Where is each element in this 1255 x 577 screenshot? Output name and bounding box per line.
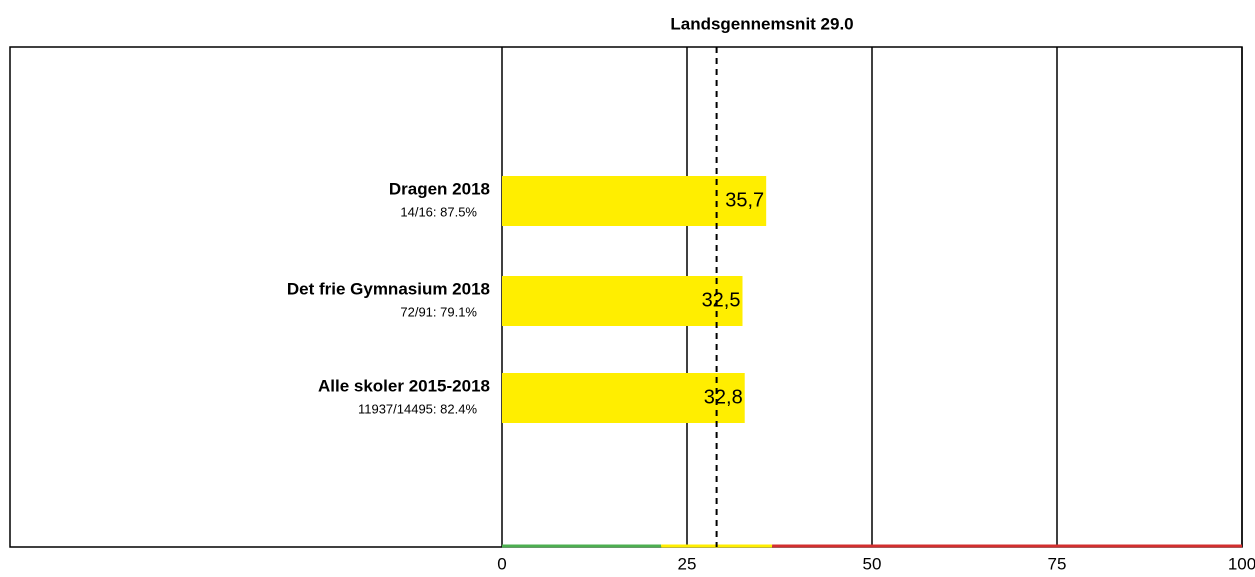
category-detail: 14/16: 87.5% [400, 204, 477, 219]
chart-title: Landsgennemsnit 29.0 [670, 14, 853, 33]
category-label: Dragen 2018 [389, 179, 490, 198]
x-tick-label: 50 [863, 554, 882, 573]
value-label: 35,7 [725, 189, 764, 211]
value-label: 32,5 [702, 289, 741, 311]
category-detail: 11937/14495: 82.4% [358, 401, 477, 416]
category-label: Alle skoler 2015-2018 [318, 376, 490, 395]
x-tick-label: 25 [678, 554, 697, 573]
x-tick-label: 75 [1048, 554, 1067, 573]
x-tick-label: 0 [497, 554, 506, 573]
category-detail: 72/91: 79.1% [400, 304, 477, 319]
bar [502, 373, 745, 423]
bar [502, 176, 767, 226]
value-label: 32,8 [704, 386, 743, 408]
bar [502, 276, 743, 326]
category-label: Det frie Gymnasium 2018 [287, 279, 490, 298]
x-tick-label: 100 [1228, 554, 1255, 573]
